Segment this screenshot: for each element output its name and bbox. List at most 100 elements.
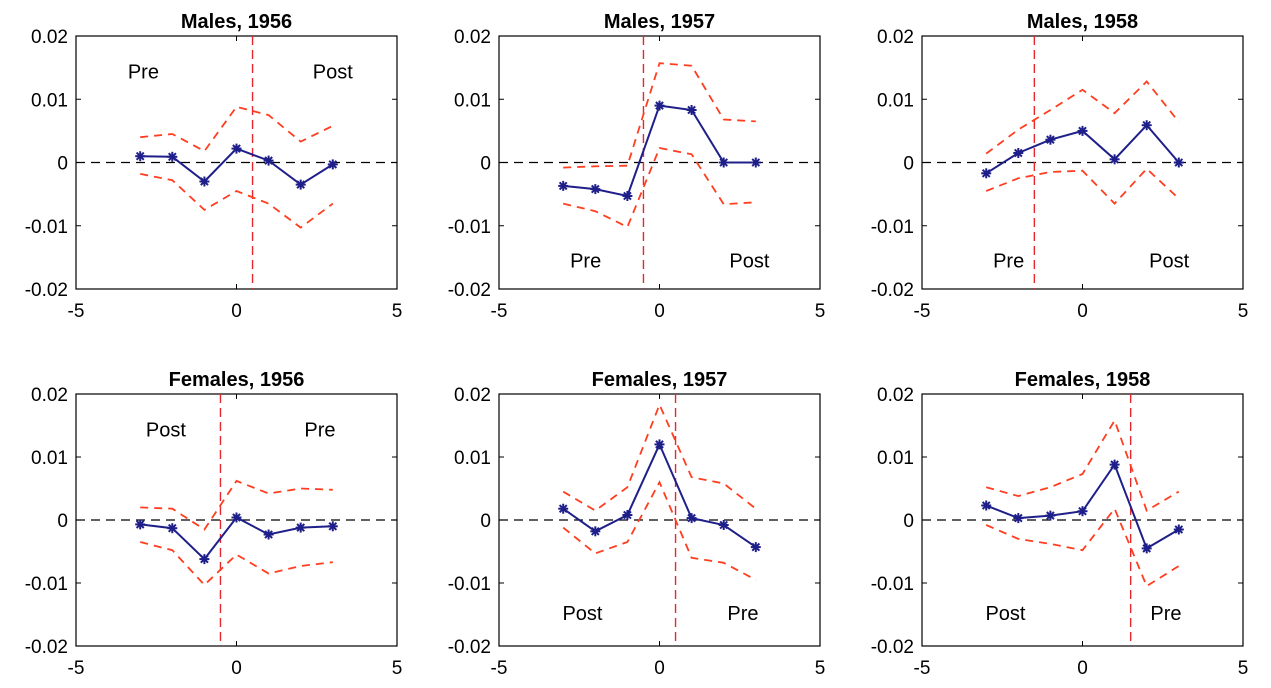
x-tick-label: -5 xyxy=(491,301,508,322)
region-label: Post xyxy=(1149,251,1189,273)
x-tick-label: 5 xyxy=(392,301,403,322)
marker-stroke xyxy=(264,530,273,539)
marker-stroke xyxy=(167,152,177,162)
estimate-point xyxy=(590,526,601,537)
x-tick-label: 0 xyxy=(1077,301,1088,322)
x-tick-label: 5 xyxy=(392,658,403,679)
marker-stroke xyxy=(558,181,568,191)
estimate-point xyxy=(295,522,306,533)
marker-stroke xyxy=(1046,511,1055,520)
estimate-point xyxy=(199,176,210,187)
marker-stroke xyxy=(135,151,145,161)
estimate-point xyxy=(1109,154,1120,165)
y-tick-label: 0.01 xyxy=(31,448,68,469)
estimate-point xyxy=(1013,148,1024,158)
estimate-point xyxy=(750,542,761,553)
estimate-point xyxy=(135,151,146,162)
y-tick-label: -0.02 xyxy=(448,637,491,658)
y-tick-label: 0.02 xyxy=(31,27,68,48)
x-tick-label: 0 xyxy=(654,658,665,679)
marker-stroke xyxy=(655,440,664,449)
x-tick-label: 0 xyxy=(1077,658,1088,679)
lower-ci-line xyxy=(140,173,334,229)
subplot-5: -5 0 5 -0.02 -0.01 0 0.01 0.02 Females, 1957 Post… xyxy=(448,369,826,679)
marker-stroke xyxy=(623,191,632,201)
region-label: Post xyxy=(562,603,602,625)
upper-ci-line xyxy=(140,479,333,531)
estimate-point xyxy=(1109,459,1120,470)
marker-stroke xyxy=(1046,135,1055,145)
x-tick-label: -5 xyxy=(914,658,931,679)
y-tick-label: 0 xyxy=(57,511,68,532)
marker-stroke xyxy=(981,501,991,510)
y-tick-label: 0.01 xyxy=(454,90,491,111)
upper-ci-line xyxy=(140,105,334,153)
y-tick-label: -0.01 xyxy=(25,217,68,238)
marker-stroke xyxy=(558,504,568,514)
marker-stroke xyxy=(1078,126,1087,136)
marker-stroke xyxy=(296,523,306,532)
x-tick-label: -5 xyxy=(491,658,508,679)
subplot-4: -5 0 5 -0.02 -0.01 0 0.01 0.02 Females, 1956 Post… xyxy=(25,369,403,679)
y-tick-label: -0.02 xyxy=(871,280,914,301)
marker-stroke xyxy=(264,156,273,165)
marker-stroke xyxy=(751,542,761,552)
marker-stroke xyxy=(1142,544,1152,553)
marker-stroke xyxy=(167,523,177,533)
estimate-point xyxy=(718,157,729,168)
estimate-point xyxy=(654,439,665,450)
y-tick-label: -0.02 xyxy=(25,280,68,301)
marker-stroke xyxy=(590,526,600,536)
marker-stroke xyxy=(1174,525,1184,534)
marker-stroke xyxy=(623,510,632,520)
marker-stroke xyxy=(1013,148,1023,158)
x-tick-label: 0 xyxy=(654,301,665,322)
marker-stroke xyxy=(1174,158,1184,167)
upper-ci-line xyxy=(563,62,756,169)
region-label: Pre xyxy=(1150,603,1181,625)
estimate-point xyxy=(622,510,633,520)
marker-stroke xyxy=(751,158,761,167)
y-tick-label: 0.02 xyxy=(877,385,914,406)
estimate-point xyxy=(981,500,992,511)
estimate-point xyxy=(1045,510,1056,521)
marker-stroke xyxy=(232,513,241,522)
lower-ci-line xyxy=(562,480,757,581)
estimate-point xyxy=(135,519,146,530)
estimate-point xyxy=(686,105,697,115)
lower-ci-line xyxy=(562,146,756,229)
x-tick-label: 5 xyxy=(1238,658,1249,679)
x-tick-label: 0 xyxy=(231,658,242,679)
upper-ci-line xyxy=(985,80,1180,155)
y-tick-label: 0 xyxy=(480,154,491,175)
estimate-point xyxy=(295,179,306,190)
lower-ci-line xyxy=(985,167,1180,205)
upper-ci-line xyxy=(562,402,757,512)
subplot-title: Males, 1956 xyxy=(181,11,292,33)
subplot-title: Males, 1957 xyxy=(604,11,715,33)
marker-stroke xyxy=(719,520,729,530)
estimate-point xyxy=(167,523,178,534)
x-tick-label: 5 xyxy=(815,658,826,679)
y-tick-label: -0.01 xyxy=(448,217,491,238)
region-label: Pre xyxy=(727,603,758,625)
y-tick-label: 0.02 xyxy=(454,385,491,406)
region-label: Post xyxy=(729,251,769,273)
marker-stroke xyxy=(200,177,209,186)
marker-stroke xyxy=(719,158,729,167)
estimate-point xyxy=(654,100,665,111)
marker-stroke xyxy=(590,184,600,194)
subplot-3: -5 0 5 -0.02 -0.01 0 0.01 0.02 Males, 1958 Pre Pos… xyxy=(871,11,1249,322)
marker-stroke xyxy=(232,144,241,153)
estimate-point xyxy=(1173,524,1184,535)
y-tick-label: 0 xyxy=(480,511,491,532)
estimate-point xyxy=(327,521,338,532)
marker-stroke xyxy=(1142,120,1152,130)
estimate-point xyxy=(1141,543,1152,554)
estimate-point xyxy=(590,184,601,195)
marker-stroke xyxy=(1078,506,1087,516)
estimate-point xyxy=(750,157,761,168)
y-tick-label: -0.02 xyxy=(871,637,914,658)
estimate-point xyxy=(1045,134,1056,145)
estimate-point xyxy=(167,151,178,162)
